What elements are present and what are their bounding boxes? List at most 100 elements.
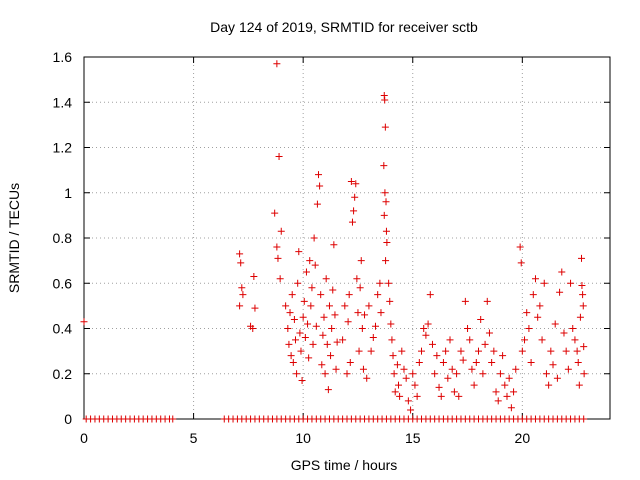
y-tick-label: 0.2 — [53, 366, 73, 382]
data-point — [312, 322, 320, 330]
data-point — [304, 320, 312, 328]
data-point — [409, 370, 417, 378]
data-point — [580, 370, 588, 378]
data-point — [547, 347, 555, 355]
data-point — [319, 331, 327, 339]
data-point — [444, 374, 452, 382]
y-tick-label: 0.6 — [53, 275, 73, 291]
data-point — [386, 297, 394, 305]
data-point — [391, 388, 399, 396]
data-point — [286, 309, 294, 317]
data-point — [499, 352, 507, 360]
data-point — [540, 279, 548, 287]
data-point — [332, 365, 340, 373]
data-point — [507, 404, 515, 412]
data-point — [344, 318, 352, 326]
data-point — [313, 200, 321, 208]
data-point — [237, 259, 245, 267]
y-tick-label: 1.2 — [53, 140, 73, 156]
data-point — [573, 347, 581, 355]
data-point — [288, 291, 296, 299]
data-point — [579, 291, 587, 299]
y-tick-label: 0.4 — [53, 321, 73, 337]
data-point — [492, 388, 500, 396]
data-point — [426, 291, 434, 299]
data-point — [329, 286, 337, 294]
data-point — [251, 304, 259, 312]
x-axis-label: GPS time / hours — [291, 457, 398, 473]
data-point — [505, 374, 513, 382]
data-point — [411, 381, 419, 389]
y-tick-label: 0.8 — [53, 230, 73, 246]
data-point — [359, 365, 367, 373]
data-point — [545, 381, 553, 389]
data-point — [353, 275, 361, 283]
data-point — [578, 282, 586, 290]
data-point — [457, 347, 465, 355]
data-point — [169, 415, 177, 423]
data-point — [310, 234, 318, 242]
data-point — [413, 392, 421, 400]
data-point — [302, 268, 310, 276]
data-point — [322, 275, 330, 283]
y-tick-label: 1 — [64, 185, 72, 201]
data-point — [293, 370, 301, 378]
data-point — [485, 329, 493, 337]
data-point — [468, 365, 476, 373]
data-point — [320, 313, 328, 321]
data-point — [339, 336, 347, 344]
data-point — [350, 207, 358, 215]
data-point — [301, 334, 309, 342]
data-point — [371, 322, 379, 330]
data-point — [80, 318, 88, 326]
data-point — [381, 189, 389, 197]
axis-ticks: 0 0.2 0.4 0.6 0.8 1 1.2 1.4 1.6 0 5 10 15 20 — [53, 49, 610, 446]
data-point — [361, 311, 369, 319]
data-point — [323, 340, 331, 348]
data-point — [549, 361, 557, 369]
data-point — [466, 336, 474, 344]
data-point — [488, 358, 496, 366]
data-point — [437, 392, 445, 400]
y-axis-label: SRMTID / TECUs — [6, 183, 22, 293]
data-point — [571, 336, 579, 344]
data-point — [542, 370, 550, 378]
data-point — [238, 284, 246, 292]
data-point — [450, 388, 458, 396]
data-point — [455, 392, 463, 400]
data-point — [357, 257, 365, 265]
data-point — [431, 370, 439, 378]
data-point — [294, 279, 302, 287]
data-point — [407, 406, 415, 414]
data-point — [325, 302, 333, 310]
data-point — [398, 347, 406, 355]
data-point — [389, 352, 397, 360]
data-point — [551, 320, 559, 328]
data-point — [346, 358, 354, 366]
data-point — [564, 365, 572, 373]
data-point — [287, 352, 295, 360]
data-point — [494, 397, 502, 405]
data-point — [328, 325, 336, 332]
data-point — [477, 315, 485, 323]
data-point — [518, 347, 526, 355]
data-point — [576, 313, 584, 321]
data-point — [363, 374, 371, 382]
data-point — [309, 340, 317, 348]
data-point — [569, 325, 577, 332]
data-point — [306, 257, 314, 265]
data-point — [503, 392, 511, 400]
data-point — [461, 297, 469, 305]
data-point — [510, 388, 518, 396]
data-point — [529, 291, 537, 299]
data-point — [311, 261, 319, 269]
data-point — [345, 291, 353, 299]
data-point — [393, 361, 401, 369]
data-point — [579, 302, 587, 310]
data-point — [527, 358, 535, 366]
data-point — [333, 338, 341, 346]
data-point — [381, 123, 389, 131]
data-point — [297, 347, 305, 355]
data-point — [490, 347, 498, 355]
